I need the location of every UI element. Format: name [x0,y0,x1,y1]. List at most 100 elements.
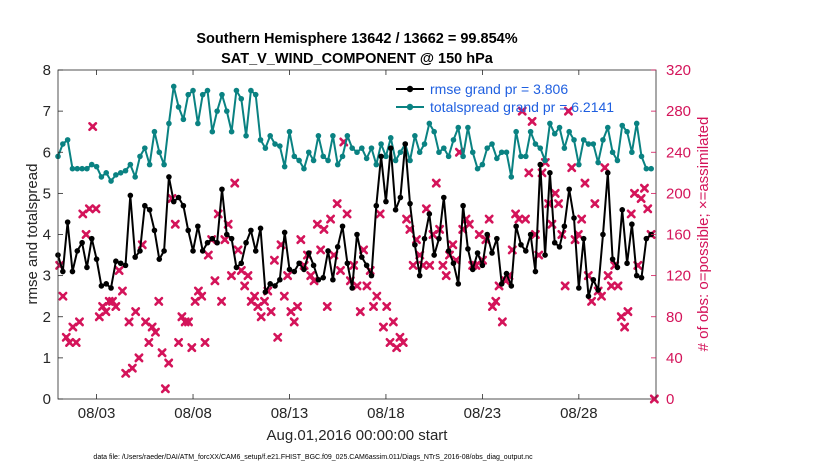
obs-count-point [164,358,174,368]
totalspread-point [204,87,211,94]
totalspread-point [286,128,293,135]
rmse-point [474,250,481,256]
rmse-point [609,256,616,262]
totalspread-point [248,87,254,94]
rmse-point [344,260,351,267]
rmse-point [185,227,192,234]
obs-count-point [81,230,91,239]
totalspread-point [474,165,481,172]
totalspread-point [624,128,630,135]
totalspread-point [387,135,394,141]
totalspread-point [79,165,85,172]
rmse-point [455,281,462,287]
y2-tick-label: 280 [666,103,691,120]
totalspread-point [170,83,177,90]
obs-count-point [560,281,570,291]
rmse-point [277,276,283,283]
obs-count-point [342,209,352,219]
totalspread-point [643,165,650,172]
rmse-point [248,227,254,234]
totalspread-point [576,161,582,168]
y2-tick-label: 320 [666,62,691,79]
rmse-point [522,248,529,254]
rmse-point [233,264,240,271]
totalspread-point [243,133,249,139]
totalspread-point [325,157,331,164]
y-tick-label: 0 [43,391,51,408]
axes: 08/03 08/08 08/13 08/18 08/23 08/280123456780… [43,62,691,422]
totalspread-point [330,133,336,139]
obs-count-point [160,384,170,394]
obs-count-point [369,301,379,311]
rmse-point [257,225,264,232]
rmse-point [412,241,418,248]
totalspread-point [146,161,153,168]
obs-count-point [203,250,213,260]
totalspread-point [619,122,626,129]
totalspread-point [378,141,384,147]
rmse-point [638,274,645,281]
totalspread-point [113,172,119,178]
rmse-point [69,268,76,275]
totalspread-point [527,128,534,135]
rmse-point [460,202,466,209]
obs-count-point [484,214,494,224]
obs-count-point [217,296,227,306]
totalspread-point [580,137,587,143]
rmse-point [465,246,471,252]
rmse-point [305,250,312,256]
obs-count-point [319,224,329,234]
legend-entry: totalspread grand pr = 6.2141 [430,99,614,115]
rmse-point [445,248,452,254]
obs-count-point [587,296,597,306]
totalspread-point [339,153,346,160]
y2-tick-label: 240 [666,144,691,161]
rmse-point [619,207,626,213]
rmse-point [624,260,630,267]
totalspread-point [137,153,143,160]
obs-count-point [372,291,382,301]
rmse-point [614,264,621,271]
obs-count-point [144,337,154,347]
rmse-point [441,194,447,201]
obs-count-point [230,178,240,188]
obs-count-point [256,312,266,322]
totalspread-point [359,145,365,151]
rmse-point [407,200,413,207]
totalspread-point [310,157,317,164]
obs-count-point [114,265,124,275]
obs-count-point [567,163,577,173]
rmse-point [214,239,220,246]
rmse-point [527,231,534,238]
obs-count-point [362,281,372,291]
chart-subtitle: SAT_V_WIND_COMPONENT @ 150 hPa [221,51,494,67]
rmse-point [60,268,66,275]
totalspread-point [383,153,389,160]
rmse-point [151,227,158,234]
totalspread-point [156,149,163,156]
rmse-point [334,244,341,250]
obs-count-point [596,291,606,301]
rmse-point [238,260,245,267]
x-tick-label: 08/08 [174,405,212,422]
totalspread-point [479,161,486,168]
totalspread-point [219,91,225,98]
rmse-point [537,161,544,168]
y-tick-label: 5 [43,185,51,202]
rmse-point [479,262,486,269]
totalspread-point [195,120,201,127]
obs-count-point [639,183,649,193]
rmse-point [199,248,206,254]
obs-count-point [322,301,332,311]
totalspread-point [561,145,568,151]
rmse-point [576,285,582,291]
obs-count-point [636,194,646,204]
rmse-point [580,235,587,242]
totalspread-point [98,174,105,180]
data-file-footer: data file: /Users/raeder/DAI/ATM_forcXX/… [93,454,533,461]
obs-count-point [524,168,534,178]
totalspread-point [542,157,548,164]
y-tick-label: 4 [43,227,51,244]
y-tick-label: 6 [43,144,51,161]
rmse-point [518,241,524,248]
